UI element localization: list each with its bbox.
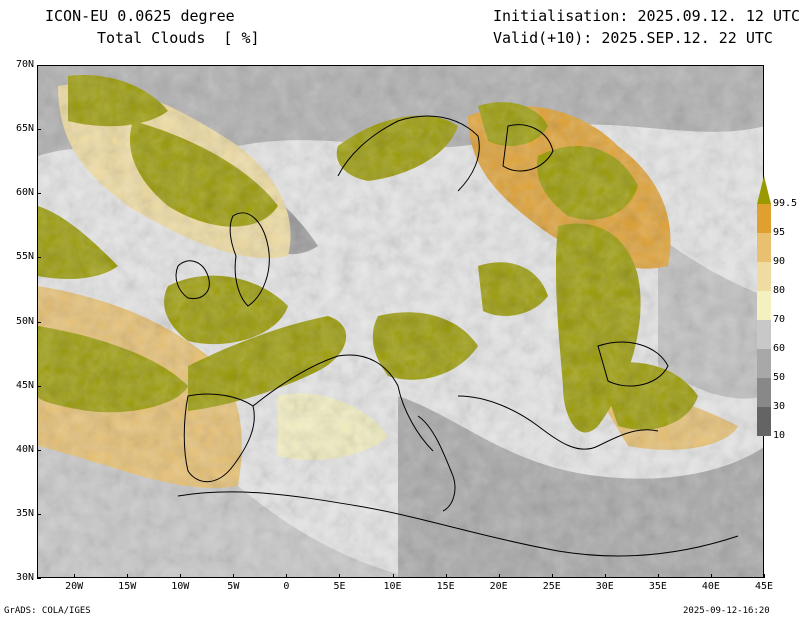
footer-timestamp: 2025-09-12-16:20: [683, 606, 770, 616]
colorbar-label: 60: [773, 343, 786, 354]
lon-tick: [764, 574, 765, 578]
colorbar-band: [757, 233, 771, 262]
lon-tick: [657, 574, 659, 578]
lat-label: 50N: [15, 315, 34, 327]
lon-label: 30E: [595, 581, 614, 592]
lon-label: 35E: [648, 581, 667, 592]
colorbar-band: [757, 349, 771, 378]
lon-label: 20W: [65, 581, 84, 592]
lon-tick: [604, 574, 606, 578]
colorbar: [757, 176, 771, 436]
colorbar-band: [757, 320, 771, 349]
cloud-map-canvas: [38, 66, 763, 577]
lon-tick: [339, 574, 341, 578]
lon-label: 0: [283, 581, 290, 592]
colorbar-band: [757, 291, 771, 320]
coastlines: [175, 115, 739, 557]
lon-label: 10W: [171, 581, 190, 592]
lon-label: 20E: [489, 581, 508, 592]
colorbar-label: 10: [773, 430, 786, 441]
lat-tick: [37, 385, 41, 387]
valid-time: Valid(+10): 2025.SEP.12. 22 UTC: [493, 29, 773, 47]
lon-label: 25E: [542, 581, 561, 592]
lat-tick: [37, 321, 41, 323]
lat-tick: [37, 65, 41, 66]
lat-tick: [37, 129, 41, 131]
lat-tick: [37, 449, 41, 451]
colorbar-label: 95: [773, 227, 786, 238]
init-time: Initialisation: 2025.09.12. 12 UTC: [493, 7, 800, 25]
lon-label: 15W: [118, 581, 137, 592]
footer-credit: GrADS: COLA/IGES: [4, 606, 91, 616]
colorbar-label: 90: [773, 256, 786, 267]
variable-title: Total Clouds [ %]: [97, 29, 260, 47]
colorbar-label: 80: [773, 285, 786, 296]
lat-label: 30N: [15, 572, 34, 583]
lon-label: 40E: [701, 581, 720, 592]
colorbar-label: 30: [773, 401, 786, 412]
lon-tick: [180, 574, 182, 578]
colorbar-label: 70: [773, 314, 786, 325]
lat-label: 65N: [15, 123, 34, 135]
lat-label: 45N: [15, 379, 34, 391]
lat-tick: [37, 513, 41, 515]
lat-label: 35N: [15, 507, 34, 519]
lon-tick: [710, 574, 712, 578]
lat-label: 60N: [15, 187, 34, 199]
lat-tick: [37, 257, 41, 259]
lon-label: 10E: [383, 581, 402, 592]
lon-tick: [551, 574, 553, 578]
lon-tick: [233, 574, 235, 578]
lon-tick: [286, 574, 288, 578]
lat-label: 40N: [15, 443, 34, 455]
lon-label: 45E: [754, 581, 774, 592]
lat-label: 55N: [15, 251, 34, 263]
lon-tick: [392, 574, 394, 578]
lon-label: 15E: [436, 581, 455, 592]
lat-tick: [37, 193, 41, 195]
colorbar-band: [757, 407, 771, 436]
colorbar-overcast-triangle: [757, 176, 771, 204]
lat-label: 70N: [15, 59, 34, 70]
colorbar-band: [757, 378, 771, 407]
lon-label: 5W: [227, 581, 240, 592]
colorbar-label: 50: [773, 372, 786, 383]
colorbar-band: [757, 262, 771, 291]
lat-tick: [37, 578, 41, 579]
lon-tick: [445, 574, 447, 578]
model-title: ICON-EU 0.0625 degree: [45, 7, 235, 25]
lon-tick: [127, 574, 129, 578]
lon-tick: [74, 574, 76, 578]
lon-label: 5E: [333, 581, 346, 592]
cloud-map: [37, 65, 764, 578]
lon-tick: [498, 574, 500, 578]
colorbar-label: 99.5: [773, 198, 798, 209]
colorbar-band: [757, 204, 771, 233]
